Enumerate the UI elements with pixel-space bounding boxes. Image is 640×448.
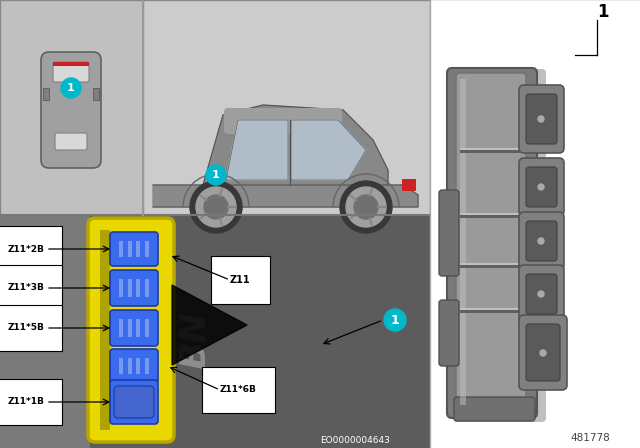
Circle shape	[346, 187, 386, 227]
Bar	[0, 215, 430, 448]
Circle shape	[538, 291, 544, 297]
Text: 1: 1	[67, 83, 75, 93]
FancyBboxPatch shape	[110, 270, 158, 306]
Bar	[119, 319, 123, 337]
Bar	[100, 230, 110, 430]
Bar	[0, 215, 430, 448]
Text: Z11*1B: Z11*1B	[8, 397, 44, 406]
Text: Z11*3B: Z11*3B	[8, 284, 44, 293]
Bar	[145, 279, 149, 297]
Bar	[119, 279, 123, 297]
FancyBboxPatch shape	[526, 324, 560, 381]
FancyBboxPatch shape	[526, 167, 557, 207]
Text: Z11: Z11	[230, 275, 251, 285]
Text: Z11*2B: Z11*2B	[8, 245, 44, 254]
FancyBboxPatch shape	[114, 386, 154, 418]
Text: 1: 1	[212, 170, 220, 180]
Bar	[127, 358, 132, 374]
Circle shape	[340, 181, 392, 233]
Circle shape	[196, 187, 236, 227]
Text: Z11*6B: Z11*6B	[220, 385, 257, 395]
Bar	[43, 88, 49, 100]
Bar	[136, 319, 140, 337]
Bar	[53, 62, 89, 66]
FancyBboxPatch shape	[447, 68, 537, 418]
Bar	[127, 319, 132, 337]
FancyBboxPatch shape	[526, 221, 557, 261]
Bar	[119, 241, 123, 257]
Bar	[460, 148, 520, 150]
Bar	[136, 279, 140, 297]
Bar	[127, 241, 132, 257]
Bar	[460, 213, 520, 215]
Polygon shape	[153, 185, 418, 207]
Bar	[460, 215, 520, 218]
Bar	[136, 358, 140, 374]
Text: 481778: 481778	[570, 433, 610, 443]
Text: 1: 1	[390, 314, 399, 327]
FancyBboxPatch shape	[439, 300, 459, 366]
Text: Z11*5B: Z11*5B	[8, 323, 44, 332]
FancyBboxPatch shape	[439, 190, 459, 276]
Bar	[127, 279, 132, 297]
FancyBboxPatch shape	[519, 212, 564, 270]
Bar	[119, 358, 123, 374]
FancyBboxPatch shape	[110, 310, 158, 346]
Bar	[460, 310, 520, 313]
Circle shape	[538, 184, 544, 190]
FancyBboxPatch shape	[526, 274, 557, 314]
Circle shape	[190, 181, 242, 233]
Bar	[145, 358, 149, 374]
FancyBboxPatch shape	[110, 380, 158, 424]
Bar	[430, 0, 640, 448]
FancyBboxPatch shape	[110, 349, 158, 383]
FancyBboxPatch shape	[453, 69, 546, 422]
Circle shape	[61, 78, 81, 98]
FancyBboxPatch shape	[454, 397, 535, 421]
Polygon shape	[291, 120, 366, 180]
Circle shape	[206, 165, 226, 185]
Bar	[0, 0, 143, 215]
FancyBboxPatch shape	[88, 218, 174, 442]
Bar	[145, 319, 149, 337]
FancyBboxPatch shape	[53, 62, 89, 82]
Bar	[460, 263, 520, 265]
FancyBboxPatch shape	[41, 52, 101, 168]
Polygon shape	[172, 285, 247, 365]
FancyBboxPatch shape	[526, 94, 557, 144]
Bar	[145, 241, 149, 257]
Circle shape	[540, 350, 546, 356]
FancyBboxPatch shape	[456, 73, 526, 409]
Text: EO0000004643: EO0000004643	[320, 435, 390, 444]
FancyBboxPatch shape	[0, 215, 90, 448]
Bar	[460, 150, 520, 153]
Circle shape	[354, 195, 378, 219]
FancyBboxPatch shape	[402, 179, 416, 191]
Bar	[143, 0, 430, 215]
Bar	[93, 88, 99, 100]
FancyBboxPatch shape	[110, 232, 158, 266]
Polygon shape	[203, 105, 388, 185]
Circle shape	[384, 309, 406, 331]
Bar	[460, 308, 520, 310]
Bar	[460, 79, 466, 405]
Text: 1: 1	[597, 3, 609, 21]
Polygon shape	[226, 120, 288, 180]
Bar	[136, 241, 140, 257]
FancyBboxPatch shape	[224, 108, 342, 134]
FancyBboxPatch shape	[519, 85, 564, 153]
FancyBboxPatch shape	[519, 265, 564, 323]
Text: BN: BN	[178, 311, 212, 369]
Circle shape	[538, 238, 544, 244]
Bar	[460, 265, 520, 268]
FancyBboxPatch shape	[519, 158, 564, 216]
FancyBboxPatch shape	[55, 133, 87, 150]
Circle shape	[204, 195, 228, 219]
Circle shape	[538, 116, 544, 122]
FancyBboxPatch shape	[519, 315, 567, 390]
